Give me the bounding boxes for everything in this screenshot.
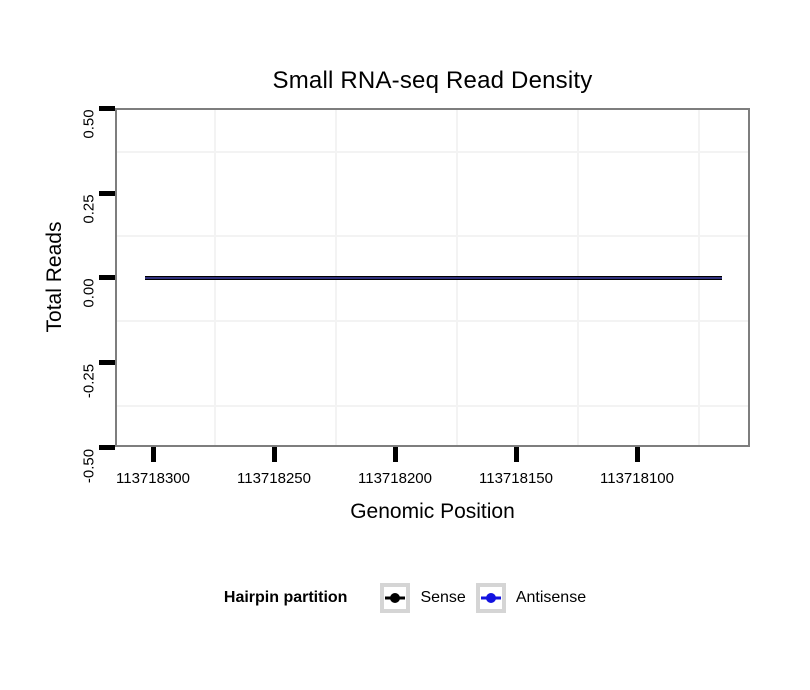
sense-point-glyph xyxy=(390,593,401,603)
y-tick-mark xyxy=(99,105,115,111)
sense-line xyxy=(145,275,722,280)
legend: Hairpin partition Sense Antisense xyxy=(0,583,810,613)
minor-gridline-horizontal xyxy=(117,150,748,153)
minor-gridline-horizontal xyxy=(117,320,748,322)
x-tick-mark xyxy=(392,447,398,462)
antisense-overlap-line xyxy=(145,276,722,279)
y-tick-mark xyxy=(99,444,115,450)
x-tick-label: 113718200 xyxy=(358,470,432,487)
y-tick-label: 0.50 xyxy=(80,109,98,139)
x-tick-label: 113718150 xyxy=(479,470,553,487)
minor-gridline-horizontal xyxy=(117,404,748,407)
legend-title: Hairpin partition xyxy=(223,589,348,606)
x-tick-mark xyxy=(271,447,277,462)
x-tick-mark xyxy=(513,447,519,462)
x-axis-title: Genomic Position xyxy=(350,500,515,523)
y-axis-title: Total Reads xyxy=(43,221,66,333)
x-tick-mark xyxy=(634,447,640,462)
plot-panel xyxy=(115,108,750,447)
x-tick-label: 113718250 xyxy=(237,470,311,487)
y-tick-label: -0.50 xyxy=(80,448,98,484)
minor-gridline-horizontal xyxy=(117,235,748,237)
y-tick-mark xyxy=(99,275,115,280)
y-tick-label: 0.25 xyxy=(80,194,98,224)
legend-key-antisense xyxy=(475,583,506,613)
y-tick-label: 0.00 xyxy=(80,278,98,308)
chart-title: Small RNA-seq Read Density xyxy=(272,67,593,94)
legend-label-antisense: Antisense xyxy=(515,589,587,606)
y-tick-mark xyxy=(99,190,115,196)
legend-label-sense: Sense xyxy=(420,589,466,606)
legend-key-sense xyxy=(380,583,411,613)
y-tick-mark xyxy=(99,360,115,365)
y-tick-label: -0.25 xyxy=(80,363,98,399)
antisense-point-glyph xyxy=(485,593,496,603)
x-tick-label: 113718100 xyxy=(600,470,674,487)
x-tick-mark xyxy=(150,447,156,462)
x-tick-label: 113718300 xyxy=(116,470,190,487)
